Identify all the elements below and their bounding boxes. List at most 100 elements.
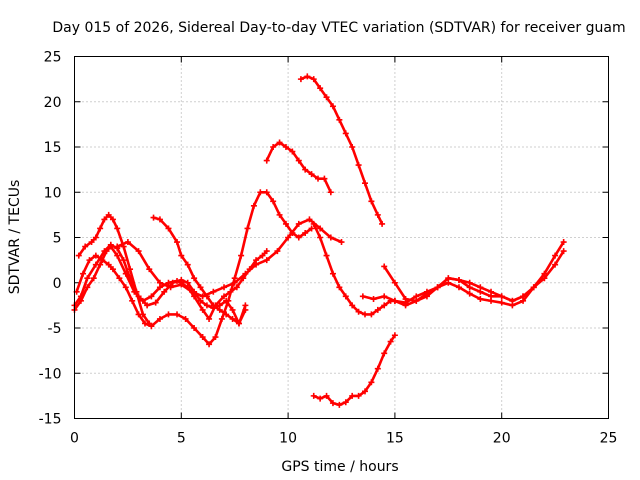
- data-point: [105, 211, 112, 218]
- data-point: [381, 350, 388, 357]
- data-point: [244, 225, 251, 232]
- data-point: [212, 334, 219, 341]
- data-point: [374, 365, 381, 372]
- data-point: [477, 296, 484, 303]
- data-point: [129, 297, 136, 304]
- data-point: [92, 252, 99, 259]
- data-point: [148, 293, 155, 300]
- y-tick-label: -10: [39, 366, 62, 382]
- data-point: [317, 85, 324, 92]
- data-point: [109, 266, 116, 273]
- series-line-5: [115, 218, 343, 298]
- data-point: [349, 302, 356, 309]
- data-point: [317, 395, 324, 402]
- data-point: [560, 248, 567, 255]
- y-tick-label: -15: [39, 412, 62, 428]
- data-point: [197, 297, 204, 304]
- data-point: [308, 225, 315, 232]
- data-point: [310, 76, 317, 83]
- data-point: [199, 306, 206, 313]
- data-point: [310, 220, 317, 227]
- data-point: [509, 302, 516, 309]
- data-point: [229, 306, 236, 313]
- data-point: [282, 144, 289, 150]
- data-point: [86, 257, 93, 264]
- data-point: [270, 144, 277, 150]
- series-line-8: [299, 75, 384, 226]
- data-point: [541, 270, 548, 277]
- data-point: [156, 279, 163, 286]
- data-point: [203, 302, 210, 309]
- data-point: [114, 243, 121, 250]
- data-point: [368, 198, 375, 205]
- data-point: [221, 284, 228, 291]
- data-point: [374, 306, 381, 313]
- data-point: [355, 308, 362, 315]
- data-point: [122, 284, 129, 291]
- data-point: [229, 315, 236, 322]
- data-point: [242, 270, 249, 277]
- data-point: [167, 284, 174, 291]
- data-point: [295, 220, 302, 227]
- data-point: [225, 297, 232, 304]
- data-point: [466, 284, 473, 291]
- data-point: [368, 311, 375, 318]
- grid: [74, 56, 609, 419]
- y-tick-label: 20: [44, 95, 62, 111]
- data-point: [302, 229, 309, 236]
- data-point: [336, 116, 343, 123]
- data-point: [206, 341, 213, 348]
- data-point: [285, 234, 292, 241]
- data-point: [139, 311, 146, 318]
- data-point: [289, 148, 296, 155]
- data-point: [221, 293, 228, 300]
- data-point: [336, 284, 343, 291]
- data-point: [302, 166, 309, 173]
- data-point: [133, 288, 140, 295]
- data-point: [218, 315, 225, 322]
- data-point: [97, 225, 104, 232]
- data-point: [370, 296, 377, 303]
- data-point: [124, 239, 131, 246]
- data-point: [197, 284, 204, 291]
- data-point: [191, 325, 198, 331]
- data-point: [103, 248, 110, 255]
- data-point: [387, 338, 394, 345]
- series-line-9: [312, 333, 397, 407]
- y-tick-label: -5: [48, 321, 62, 337]
- data-point: [203, 293, 210, 300]
- data-point: [323, 392, 330, 399]
- data-point: [259, 252, 266, 259]
- data-point: [97, 261, 104, 268]
- x-tick-label: 25: [600, 431, 618, 447]
- series-line-3: [75, 191, 313, 346]
- data-point: [391, 297, 398, 304]
- data-point: [498, 293, 505, 300]
- data-point: [361, 311, 368, 318]
- data-point: [477, 288, 484, 295]
- data-point: [174, 311, 181, 318]
- data-point: [423, 290, 430, 297]
- data-point: [368, 379, 375, 386]
- data-point: [257, 189, 264, 196]
- data-point: [109, 216, 116, 223]
- data-point: [317, 234, 324, 241]
- data-point: [560, 239, 567, 246]
- data-point: [402, 302, 409, 309]
- data-point: [270, 198, 277, 205]
- data-point: [276, 211, 283, 218]
- series-line-11: [382, 249, 565, 303]
- y-tick-label: 0: [53, 276, 62, 292]
- data-point: [146, 320, 153, 327]
- data-point: [308, 171, 315, 178]
- data-point: [235, 320, 242, 327]
- data-point: [191, 275, 198, 282]
- data-point: [359, 293, 366, 300]
- data-point: [329, 400, 336, 407]
- data-point: [82, 243, 89, 250]
- data-point: [323, 252, 330, 259]
- data-point: [210, 288, 217, 295]
- data-point: [174, 277, 181, 284]
- data-point: [530, 284, 537, 291]
- data-point: [156, 216, 163, 223]
